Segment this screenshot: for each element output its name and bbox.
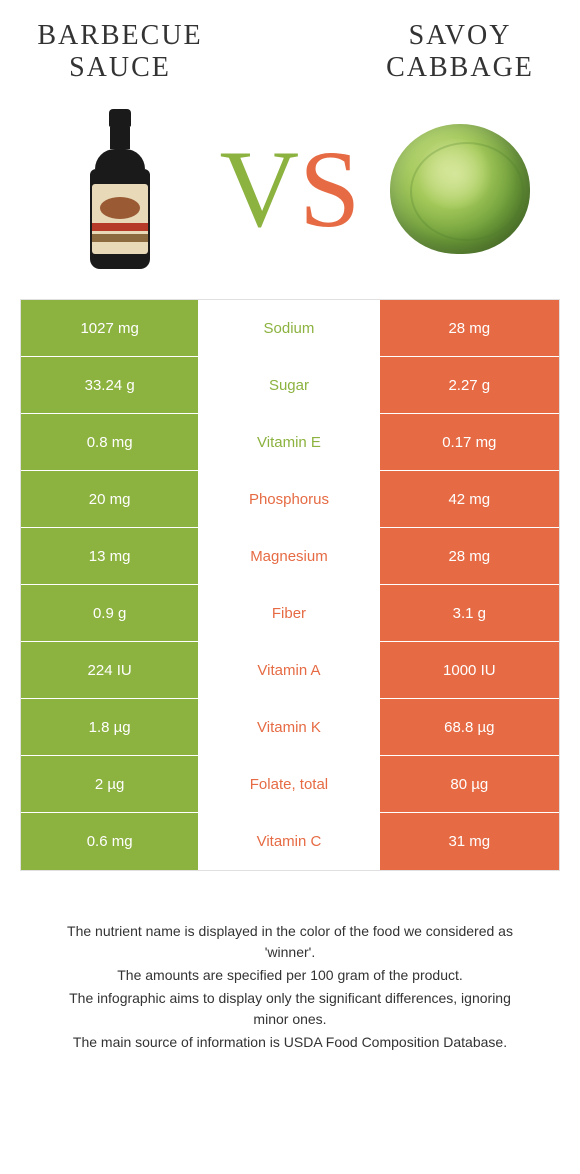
left-value: 20 mg bbox=[21, 471, 200, 527]
nutrient-name: Sodium bbox=[200, 300, 379, 356]
nutrient-name: Sugar bbox=[200, 357, 379, 413]
right-value: 80 µg bbox=[380, 756, 559, 812]
table-row: 224 IUVitamin A1000 IU bbox=[21, 642, 559, 699]
vs-v: V bbox=[220, 134, 299, 244]
table-row: 1027 mgSodium28 mg bbox=[21, 300, 559, 357]
nutrient-name: Vitamin E bbox=[200, 414, 379, 470]
right-value: 31 mg bbox=[380, 813, 559, 870]
savoy-cabbage-icon bbox=[390, 124, 530, 254]
right-value: 3.1 g bbox=[380, 585, 559, 641]
table-row: 20 mgPhosphorus42 mg bbox=[21, 471, 559, 528]
right-value: 1000 IU bbox=[380, 642, 559, 698]
left-value: 0.6 mg bbox=[21, 813, 200, 870]
nutrient-name: Phosphorus bbox=[200, 471, 379, 527]
right-value: 42 mg bbox=[380, 471, 559, 527]
footer-line: The infographic aims to display only the… bbox=[50, 988, 530, 1030]
right-value: 0.17 mg bbox=[380, 414, 559, 470]
table-row: 2 µgFolate, total80 µg bbox=[21, 756, 559, 813]
right-value: 28 mg bbox=[380, 300, 559, 356]
table-row: 0.8 mgVitamin E0.17 mg bbox=[21, 414, 559, 471]
right-value: 28 mg bbox=[380, 528, 559, 584]
nutrient-name: Vitamin A bbox=[200, 642, 379, 698]
left-value: 13 mg bbox=[21, 528, 200, 584]
nutrient-name: Vitamin C bbox=[200, 813, 379, 870]
nutrition-table: 1027 mgSodium28 mg33.24 gSugar2.27 g0.8 … bbox=[20, 299, 560, 871]
header: Barbecue sauce Savoy cabbage bbox=[20, 20, 560, 84]
right-value: 2.27 g bbox=[380, 357, 559, 413]
left-value: 0.9 g bbox=[21, 585, 200, 641]
left-value: 33.24 g bbox=[21, 357, 200, 413]
left-value: 0.8 mg bbox=[21, 414, 200, 470]
table-row: 1.8 µgVitamin K68.8 µg bbox=[21, 699, 559, 756]
table-row: 0.6 mgVitamin C31 mg bbox=[21, 813, 559, 870]
right-value: 68.8 µg bbox=[380, 699, 559, 755]
footer-notes: The nutrient name is displayed in the co… bbox=[20, 921, 560, 1053]
table-row: 0.9 gFiber3.1 g bbox=[21, 585, 559, 642]
images-row: VS bbox=[20, 104, 560, 274]
nutrient-name: Magnesium bbox=[200, 528, 379, 584]
nutrient-name: Vitamin K bbox=[200, 699, 379, 755]
right-food-image bbox=[390, 104, 530, 274]
table-row: 13 mgMagnesium28 mg bbox=[21, 528, 559, 585]
barbecue-sauce-bottle-icon bbox=[90, 109, 150, 269]
right-food-title: Savoy cabbage bbox=[360, 20, 560, 84]
left-value: 1027 mg bbox=[21, 300, 200, 356]
footer-line: The main source of information is USDA F… bbox=[50, 1032, 530, 1053]
nutrient-name: Fiber bbox=[200, 585, 379, 641]
left-food-image bbox=[50, 104, 190, 274]
table-row: 33.24 gSugar2.27 g bbox=[21, 357, 559, 414]
footer-line: The nutrient name is displayed in the co… bbox=[50, 921, 530, 963]
left-value: 2 µg bbox=[21, 756, 200, 812]
nutrient-name: Folate, total bbox=[200, 756, 379, 812]
vs-s: S bbox=[299, 134, 360, 244]
left-value: 1.8 µg bbox=[21, 699, 200, 755]
left-food-title: Barbecue sauce bbox=[20, 20, 220, 84]
vs-label: VS bbox=[220, 134, 361, 244]
left-value: 224 IU bbox=[21, 642, 200, 698]
footer-line: The amounts are specified per 100 gram o… bbox=[50, 965, 530, 986]
